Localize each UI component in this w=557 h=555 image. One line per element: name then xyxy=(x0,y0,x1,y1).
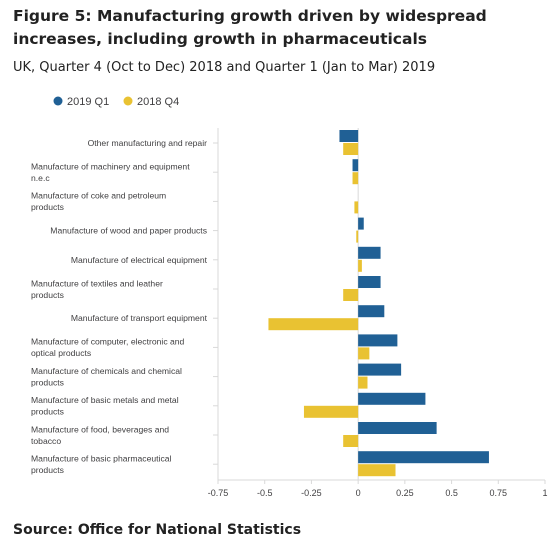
category-label: Manufacture of basic pharmaceutical produ… xyxy=(31,453,172,475)
x-tick-label: 0.75 xyxy=(490,488,508,498)
chart-title: Figure 5: Manufacturing growth driven by… xyxy=(13,7,487,48)
bar-q4 xyxy=(268,318,359,331)
category-label: Manufacture of textiles and leather produ… xyxy=(31,278,163,300)
x-tick-label: 0.25 xyxy=(396,488,414,498)
bar-chart: 2019 Q1 2018 Q4 Other manufacturing and r… xyxy=(31,96,548,498)
bar-q4 xyxy=(343,143,359,155)
category-label: Manufacture of machinery and equipment n.… xyxy=(31,161,190,183)
category-label-line: Manufacture of chemicals and chemical xyxy=(31,366,182,376)
bar-q1 xyxy=(352,159,359,172)
bar-q4 xyxy=(358,376,368,389)
category-label-line: Manufacture of food, beverages and xyxy=(31,424,169,434)
bar-q1 xyxy=(358,392,426,405)
category-label-line: tobacco xyxy=(31,436,61,446)
bar-q4 xyxy=(358,347,370,360)
bar-q4 xyxy=(343,435,359,447)
x-tick-label: -0.25 xyxy=(301,488,322,498)
category-label-line: Manufacture of basic metals and metal xyxy=(31,395,179,405)
category-label: Other manufacturing and repair xyxy=(88,138,208,148)
bar-q1 xyxy=(358,422,437,434)
category-label: Manufacture of computer, electronic and o… xyxy=(31,337,185,359)
x-tick-labels: -0.75 -0.5 -0.25 0 0.25 0.5 0.75 1 xyxy=(208,480,548,498)
category-label-line: products xyxy=(31,290,64,300)
bar-q1 xyxy=(358,451,489,464)
x-tick-label: -0.75 xyxy=(208,488,229,498)
x-tick-label: 0.5 xyxy=(445,488,458,498)
bar-q1 xyxy=(358,334,398,347)
category-label-line: Manufacture of textiles and leather xyxy=(31,278,163,288)
bar-q4 xyxy=(358,259,362,272)
x-tick-label: 0 xyxy=(356,488,361,498)
legend-swatch-0 xyxy=(53,96,63,106)
category-label-line: n.e.c xyxy=(31,173,50,183)
category-label-line: Manufacture of electrical equipment xyxy=(71,255,208,265)
category-label: Manufacture of basic metals and metal pro… xyxy=(31,395,179,417)
category-label-line: products xyxy=(31,465,64,475)
category-labels: Other manufacturing and repair Manufactur… xyxy=(31,138,208,475)
bar-q4 xyxy=(356,230,359,243)
bar-q1 xyxy=(339,130,359,142)
category-label: Manufacture of electrical equipment xyxy=(71,255,208,265)
x-tick-label: -0.5 xyxy=(257,488,273,498)
bar-q4 xyxy=(354,201,359,214)
category-label-line: products xyxy=(31,407,64,417)
bar-q4 xyxy=(303,405,359,418)
legend-label-0: 2019 Q1 xyxy=(67,96,109,108)
bar-q1 xyxy=(358,363,402,376)
category-label-line: optical products xyxy=(31,348,91,358)
category-label-line: Manufacture of coke and petroleum xyxy=(31,191,166,201)
x-tick-label: 1 xyxy=(542,488,547,498)
category-label-line: products xyxy=(31,377,64,387)
category-label-line: Other manufacturing and repair xyxy=(88,138,208,148)
chart-axes xyxy=(213,128,545,481)
category-label-line: Manufacture of machinery and equipment xyxy=(31,161,190,171)
category-label-line: products xyxy=(31,202,64,212)
chart-bars xyxy=(268,130,489,477)
category-label: Manufacture of chemicals and chemical pro… xyxy=(31,366,182,388)
bar-q4 xyxy=(358,464,396,477)
chart-subtitle: UK, Quarter 4 (Oct to Dec) 2018 and Quar… xyxy=(13,60,436,75)
legend-swatch-1 xyxy=(123,96,133,106)
bar-q1 xyxy=(358,305,385,318)
category-label-line: Manufacture of computer, electronic and xyxy=(31,337,185,347)
category-label-line: Manufacture of transport equipment xyxy=(71,313,208,323)
category-label: Manufacture of food, beverages and tobacc… xyxy=(31,424,169,446)
bar-q1 xyxy=(358,246,381,259)
category-label-line: Manufacture of basic pharmaceutical xyxy=(31,453,172,463)
bar-q1 xyxy=(358,217,364,230)
chart-legend: 2019 Q1 2018 Q4 xyxy=(53,96,179,108)
bar-q4 xyxy=(343,289,359,301)
bar-q4 xyxy=(352,172,359,185)
bar-q1 xyxy=(358,276,381,288)
category-label: Manufacture of transport equipment xyxy=(71,313,208,323)
category-label-line: Manufacture of wood and paper products xyxy=(50,226,207,236)
category-label: Manufacture of coke and petroleum product… xyxy=(31,191,166,213)
category-label: Manufacture of wood and paper products xyxy=(50,226,207,236)
source-note: Source: Office for National Statistics xyxy=(13,522,302,538)
legend-label-1: 2018 Q4 xyxy=(137,96,179,108)
